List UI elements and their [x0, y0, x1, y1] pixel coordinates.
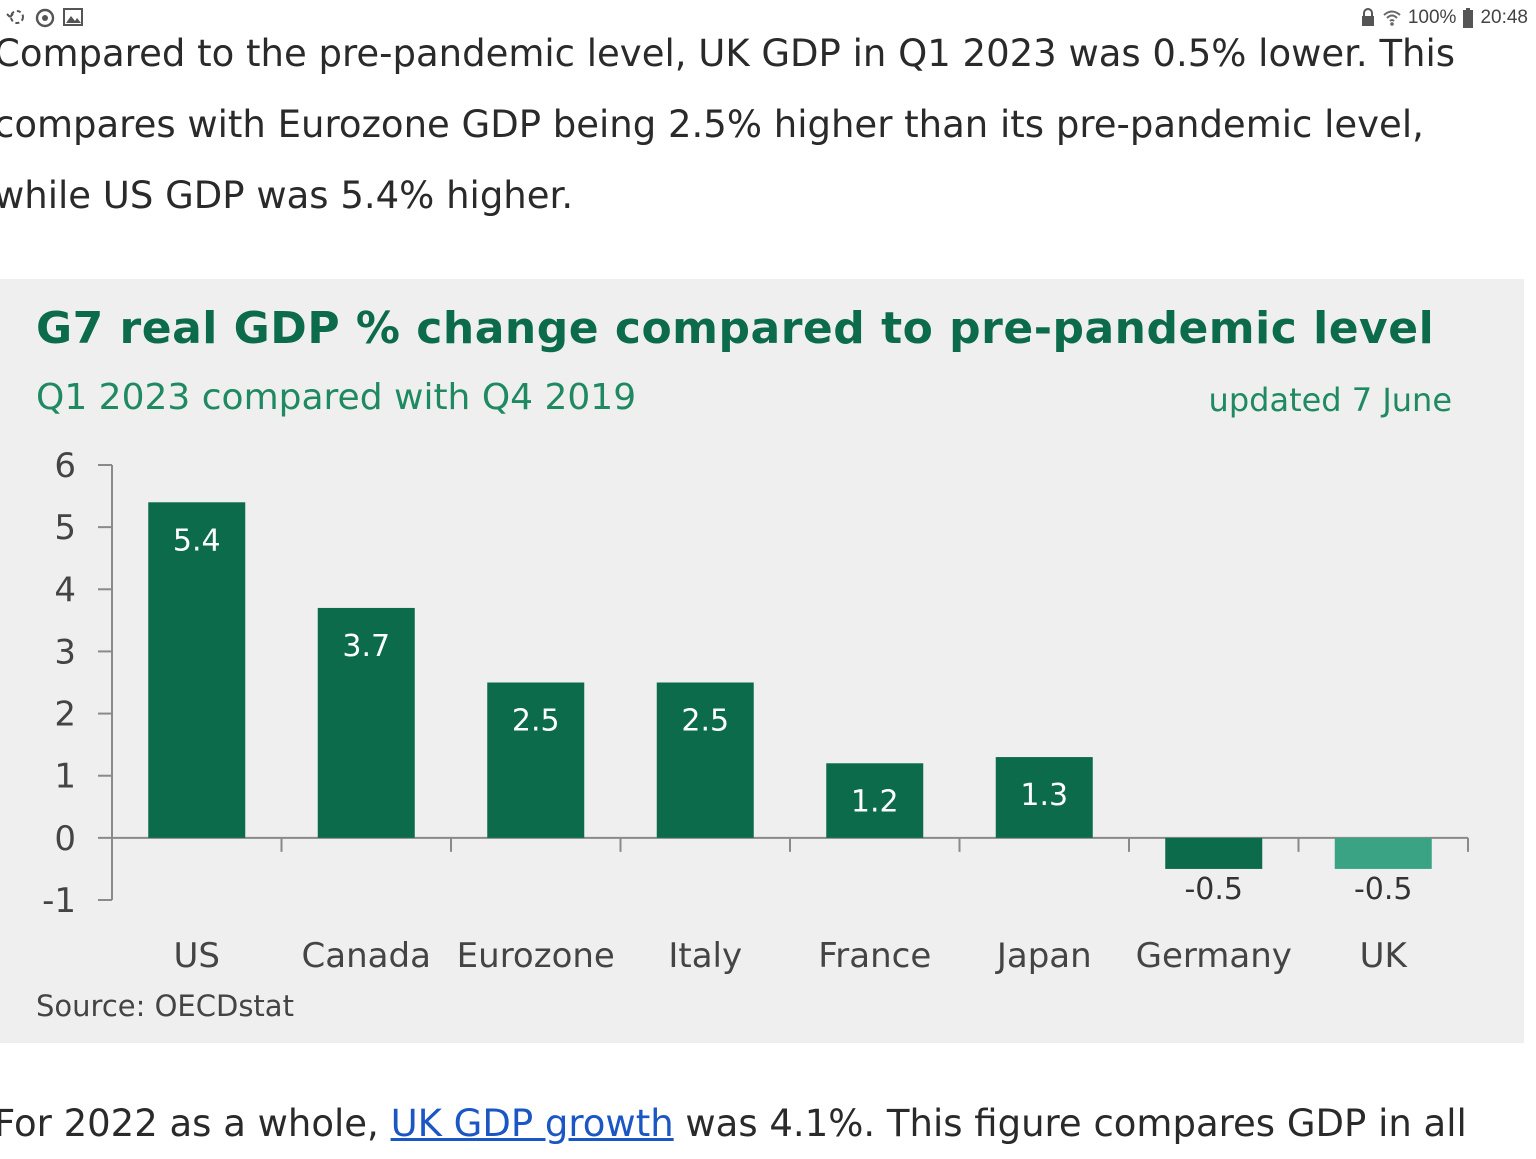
x-category-label: France — [818, 936, 931, 976]
battery-percent: 100% — [1407, 7, 1457, 28]
paragraph-line: while US GDP was 5.4% higher. — [0, 174, 574, 217]
bar-us — [148, 502, 246, 838]
bar-value-label: 1.2 — [851, 784, 899, 819]
bar-value-label: -0.5 — [1184, 872, 1243, 907]
x-category-label: Canada — [302, 936, 431, 976]
status-left-icons — [6, 6, 84, 28]
bar-eurozone — [487, 682, 585, 838]
gdp-bar-chart: 6 5 4 3 2 1 0 -1 5.4 US 3.7 Canada 2.5 Eurozone 2.5 Ita… — [42, 446, 1469, 976]
y-tick-label: 2 — [54, 695, 76, 735]
x-category-label: Japan — [995, 936, 1092, 976]
y-tick-label: 1 — [54, 757, 76, 797]
chart-updated-note: updated 7 June — [1208, 381, 1452, 419]
wifi-icon — [1382, 8, 1402, 28]
y-tick-label: 6 — [54, 446, 76, 486]
uk-gdp-growth-link[interactable]: UK GDP growth — [390, 1102, 674, 1145]
bar-japan — [995, 757, 1093, 838]
bar-value-label: 1.3 — [1020, 778, 1068, 813]
bar-canada — [317, 607, 415, 838]
bar-value-label: 2.5 — [681, 704, 729, 739]
bar-value-label: 5.4 — [173, 523, 221, 558]
clock-time: 20:48 — [1480, 7, 1528, 28]
x-category-label: UK — [1360, 936, 1409, 976]
x-category-label: Italy — [668, 936, 742, 976]
bar-france — [826, 763, 924, 838]
x-category-label: US — [174, 936, 220, 976]
x-category-label: Eurozone — [457, 936, 615, 976]
paragraph-text: was 4.1%. This figure compares GDP in al… — [685, 1102, 1467, 1145]
article-next-paragraph: For 2022 as a whole, UK GDP growth was 4… — [0, 1088, 1524, 1159]
bar-germany — [1165, 837, 1263, 869]
x-category-label: Germany — [1136, 936, 1292, 976]
y-tick-label: 3 — [54, 632, 76, 672]
bar-value-label: 3.7 — [342, 629, 390, 664]
sync-icon — [6, 6, 28, 28]
y-tick-label: -1 — [42, 881, 76, 921]
chart-source: Source: OECDstat — [36, 989, 294, 1023]
article-intro-paragraph: Compared to the pre-pandemic level, UK G… — [0, 18, 1524, 231]
bar-uk — [1334, 837, 1432, 869]
image-icon — [62, 6, 84, 28]
status-right-area: 100% 20:48 — [1360, 7, 1528, 29]
y-tick-label: 4 — [54, 570, 76, 610]
bar-italy — [656, 682, 754, 838]
chart-subtitle: Q1 2023 compared with Q4 2019 — [36, 377, 637, 418]
battery-icon — [1462, 8, 1474, 28]
paragraph-line: Compared to the pre-pandemic level, UK G… — [0, 32, 1456, 75]
chart-title: G7 real GDP % change compared to pre-pan… — [36, 303, 1435, 354]
paragraph-text: For 2022 as a whole, — [0, 1102, 379, 1145]
alarm-icon — [34, 6, 56, 28]
y-tick-label: 5 — [54, 508, 76, 548]
paragraph-line: compares with Eurozone GDP being 2.5% hi… — [0, 103, 1424, 146]
gdp-chart-card: 6 5 4 3 2 1 0 -1 5.4 US 3.7 Canada 2.5 Eurozone 2.5 Ita… — [0, 279, 1524, 1043]
lock-icon — [1360, 8, 1376, 28]
status-bar: 100% 20:48 — [0, 0, 1536, 36]
bar-value-label: 2.5 — [512, 704, 560, 739]
bar-value-label: -0.5 — [1354, 872, 1413, 907]
y-tick-label: 0 — [54, 819, 76, 859]
